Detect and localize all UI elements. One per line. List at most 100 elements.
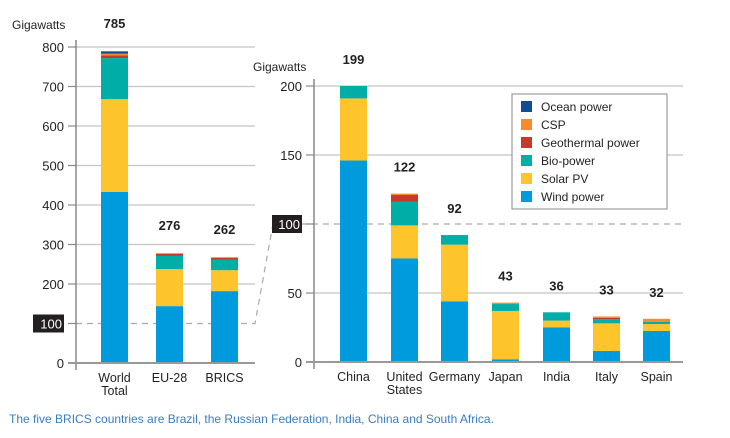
bar-segment-geothermal-power — [156, 253, 183, 256]
legend-swatch — [521, 173, 532, 184]
legend-swatch — [521, 119, 532, 130]
chart-axes — [68, 40, 683, 370]
bar-segment-bio-power — [643, 321, 670, 325]
bar-segment-wind-power — [543, 327, 570, 362]
bar-segment-bio-power — [391, 201, 418, 226]
legend-swatch — [521, 137, 532, 148]
legend-label: Bio-power — [541, 154, 595, 168]
bar-segment-csp — [643, 318, 670, 322]
y-tick-label: 400 — [42, 198, 64, 213]
bar-segment-bio-power — [211, 259, 238, 271]
x-category-label: United — [386, 370, 422, 384]
bar-segment-geothermal-power — [101, 55, 128, 59]
bar-segment-wind-power — [492, 359, 519, 362]
bar-segment-solar-pv — [593, 323, 620, 351]
bar-segment-solar-pv — [156, 268, 183, 307]
total-label: 785 — [104, 16, 126, 31]
bar-segment-wind-power — [391, 258, 418, 362]
x-category-label: India — [543, 370, 570, 384]
total-label: 33 — [599, 282, 613, 297]
y-tick-label: 300 — [42, 238, 64, 253]
bar-segment-bio-power — [441, 235, 468, 245]
total-label: 36 — [549, 278, 563, 293]
legend-swatch — [521, 155, 532, 166]
left-y-axis-label: Gigawatts — [12, 18, 65, 32]
total-label: 32 — [649, 285, 663, 300]
right-y-axis-label: Gigawatts — [253, 60, 306, 74]
bar-segment-geothermal-power — [211, 257, 238, 260]
bar-segment-wind-power — [101, 191, 128, 363]
legend-label: CSP — [541, 118, 566, 132]
bar-segment-csp — [593, 316, 620, 318]
y-tick-label-highlighted: 100 — [40, 317, 62, 332]
x-category-label: Italy — [595, 370, 619, 384]
bar-segment-geothermal-power — [593, 317, 620, 320]
x-category-label: States — [387, 383, 422, 397]
bar-segment-ocean-power — [101, 51, 128, 54]
highlighted-tick-box — [33, 314, 64, 333]
total-label: 122 — [394, 160, 416, 175]
x-category-label: World — [98, 371, 130, 385]
bar-segment-solar-pv — [543, 320, 570, 328]
bar-segment-solar-pv — [492, 310, 519, 360]
bar-segment-bio-power — [340, 86, 367, 99]
bar-segment-csp — [391, 193, 418, 196]
bar-segment-solar-pv — [340, 98, 367, 161]
left-chart-bars — [101, 51, 238, 363]
bar-segment-solar-pv — [101, 99, 128, 192]
bar-segment-solar-pv — [391, 225, 418, 259]
total-label: 262 — [214, 222, 236, 237]
legend-label: Ocean power — [541, 100, 612, 114]
right-chart-bars — [340, 86, 670, 362]
bar-segment-csp — [211, 257, 238, 258]
legend-label: Wind power — [541, 190, 604, 204]
bar-segment-bio-power — [543, 312, 570, 321]
y-tick-label: 600 — [42, 119, 64, 134]
bar-segment-wind-power — [156, 306, 183, 363]
x-category-label: China — [337, 370, 370, 384]
chart-labels: 0100200300400500600700800785WorldTotal27… — [33, 16, 673, 398]
y-tick-label: 0 — [295, 355, 302, 370]
bar-segment-bio-power — [156, 255, 183, 269]
legend-label: Solar PV — [541, 172, 588, 186]
bar-segment-wind-power — [211, 291, 238, 363]
footnote: The five BRICS countries are Brazil, the… — [9, 412, 494, 426]
legend-swatch — [521, 101, 532, 112]
y-tick-label-highlighted: 100 — [278, 217, 300, 232]
legend: Ocean power CSP Geothermal power Bio-power S… — [511, 93, 668, 210]
y-tick-label: 500 — [42, 159, 64, 174]
x-category-label: Japan — [488, 370, 522, 384]
legend-label: Geothermal power — [541, 136, 640, 150]
bar-segment-wind-power — [643, 330, 670, 362]
bar-segment-csp — [101, 53, 128, 56]
bar-segment-solar-pv — [211, 270, 238, 292]
bar-segment-csp — [156, 253, 183, 254]
legend-swatch — [521, 191, 532, 202]
y-tick-label: 700 — [42, 80, 64, 95]
x-category-label: Total — [101, 384, 127, 398]
bar-segment-csp — [492, 302, 519, 305]
legend-box — [511, 93, 668, 210]
x-category-label: BRICS — [205, 371, 243, 385]
total-label: 92 — [447, 201, 461, 216]
bar-segment-geothermal-power — [391, 195, 418, 202]
bar-segment-wind-power — [340, 160, 367, 362]
bar-segment-solar-pv — [643, 324, 670, 331]
x-category-label: Germany — [429, 370, 481, 384]
y-tick-label: 200 — [42, 277, 64, 292]
total-label: 199 — [343, 52, 365, 67]
bar-segment-solar-pv — [441, 244, 468, 302]
bar-segment-wind-power — [593, 350, 620, 362]
total-label: 43 — [498, 269, 512, 284]
bar-segment-wind-power — [441, 301, 468, 362]
x-category-label: EU-28 — [152, 371, 187, 385]
y-tick-label: 0 — [57, 356, 64, 371]
highlighted-tick-box — [272, 215, 302, 233]
bar-segment-bio-power — [101, 58, 128, 100]
x-category-label: Spain — [641, 370, 673, 384]
y-tick-label: 200 — [280, 79, 302, 94]
y-tick-label: 50 — [288, 286, 302, 301]
bar-segment-bio-power — [492, 304, 519, 311]
bar-segment-bio-power — [593, 319, 620, 324]
